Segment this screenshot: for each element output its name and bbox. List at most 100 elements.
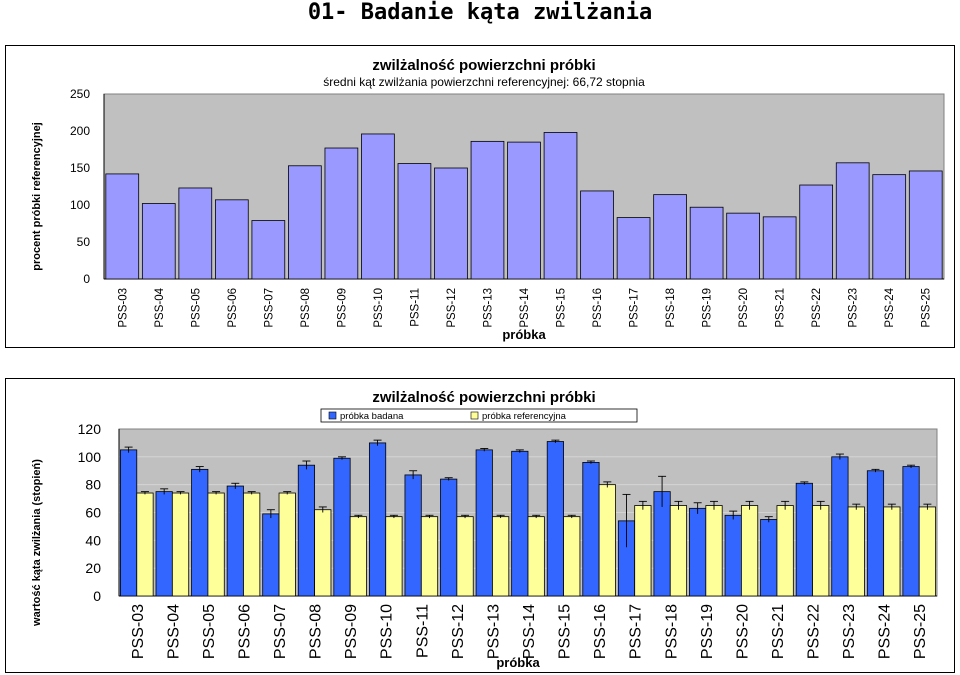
bar-sample — [653, 491, 671, 597]
x-tick-label: PSS-22 — [806, 604, 823, 659]
legend-box — [320, 408, 638, 423]
chart-contact-angle: zwilżalność powierzchni próbki próbka bad… — [5, 378, 955, 673]
bar-reference — [847, 506, 865, 597]
x-tick-label: PSS-10 — [373, 288, 385, 328]
bar — [105, 173, 140, 280]
bar-sample — [368, 442, 387, 597]
bar — [214, 199, 249, 280]
bar — [835, 162, 870, 280]
bar-reference — [776, 505, 794, 597]
legend-label: próbka referencyjna — [482, 411, 567, 422]
bar — [543, 132, 578, 280]
y-tick-label: 0 — [83, 272, 90, 286]
y-tick-label: 0 — [93, 588, 101, 604]
legend-label: próbka badana — [340, 411, 404, 422]
x-axis-label: próbka — [496, 655, 540, 670]
x-tick-label: PSS-05 — [190, 288, 202, 328]
bar-sample — [333, 457, 351, 597]
page-title: 01- Badanie kąta zwilżania — [307, 0, 653, 25]
bar-reference — [812, 505, 830, 597]
x-tick-label: PSS-21 — [770, 604, 787, 659]
bar-sample — [191, 468, 209, 597]
bar-sample — [120, 449, 138, 597]
y-tick-label: 50 — [77, 235, 91, 249]
bar — [434, 167, 468, 280]
x-tick-label: PSS-05 — [201, 604, 218, 659]
y-tick-label: 20 — [85, 560, 101, 576]
x-tick-label: PSS-03 — [130, 604, 147, 659]
x-tick-label: PSS-06 — [227, 288, 239, 328]
bar-reference — [883, 506, 901, 597]
x-tick-label: PSS-11 — [414, 604, 431, 658]
y-axis-label: wartość kąta zwilżania (stopień) — [31, 459, 43, 627]
bar-sample — [546, 441, 564, 597]
x-tick-label: PSS-24 — [877, 604, 894, 659]
bar-sample — [511, 450, 529, 597]
chart-title: zwilżalność powierzchni próbki — [372, 57, 595, 74]
legend-swatch — [470, 411, 479, 420]
bar-sample — [155, 491, 173, 597]
chart-percent-reference: zwilżalność powierzchni próbki średni kąt… — [5, 45, 955, 348]
x-tick-label: PSS-12 — [446, 288, 458, 328]
y-tick-label: 120 — [78, 421, 102, 437]
bar — [653, 194, 687, 280]
bar — [872, 174, 907, 280]
bar-reference — [278, 492, 296, 597]
x-tick-label: PSS-16 — [592, 604, 609, 659]
bar-reference — [740, 505, 759, 597]
bar-sample — [297, 464, 316, 597]
bar-reference — [492, 516, 510, 597]
x-tick-label: PSS-08 — [300, 288, 312, 328]
bar — [178, 187, 213, 280]
bar-sample — [404, 474, 422, 597]
x-tick-label: PSS-14 — [519, 287, 531, 327]
bar — [324, 147, 359, 280]
bar — [251, 220, 286, 280]
x-tick-label: PSS-08 — [308, 604, 325, 659]
x-tick-label: PSS-04 — [154, 287, 166, 327]
x-tick-label: PSS-07 — [263, 288, 275, 328]
x-tick-label: PSS-15 — [557, 604, 574, 659]
bar — [580, 190, 614, 280]
x-tick-label: PSS-09 — [343, 604, 360, 659]
x-tick-label: PSS-19 — [699, 604, 716, 659]
y-tick-label: 80 — [85, 477, 101, 493]
x-tick-label: PSS-13 — [485, 604, 502, 659]
y-tick-label: 250 — [70, 87, 90, 101]
bar-sample — [760, 519, 778, 597]
bar-sample — [795, 482, 813, 597]
bar-sample — [866, 470, 885, 597]
x-tick-label: PSS-06 — [236, 604, 253, 659]
x-tick-label: PSS-24 — [884, 287, 896, 327]
x-tick-label: PSS-25 — [912, 604, 929, 659]
bar-reference — [918, 506, 936, 597]
bar-reference — [705, 505, 723, 597]
x-tick-label: PSS-18 — [663, 604, 680, 659]
bar — [470, 140, 505, 280]
x-tick-label: PSS-23 — [841, 604, 858, 659]
bar-reference — [349, 516, 367, 597]
bar — [799, 184, 834, 280]
y-tick-label: 60 — [85, 505, 101, 521]
x-tick-label: PSS-03 — [117, 288, 129, 328]
bar-reference — [598, 484, 616, 597]
y-tick-label: 100 — [70, 198, 90, 212]
x-tick-label: PSS-04 — [165, 604, 182, 659]
x-tick-label: PSS-12 — [450, 604, 467, 659]
bar-reference — [563, 516, 581, 597]
bar — [689, 206, 724, 280]
bar-reference — [314, 509, 332, 597]
bar — [397, 163, 432, 280]
legend-swatch — [328, 411, 337, 420]
bar-reference — [136, 492, 154, 597]
x-tick-label: PSS-13 — [482, 288, 494, 328]
bar-reference — [385, 516, 403, 597]
y-tick-label: 200 — [70, 124, 90, 138]
x-tick-label: PSS-17 — [628, 604, 645, 659]
x-tick-label: PSS-14 — [521, 604, 538, 659]
x-tick-label: PSS-23 — [848, 288, 860, 328]
y-axis-label: procent próbki referencyjnej — [31, 122, 43, 271]
bar-reference — [527, 516, 545, 597]
bar — [762, 216, 797, 280]
